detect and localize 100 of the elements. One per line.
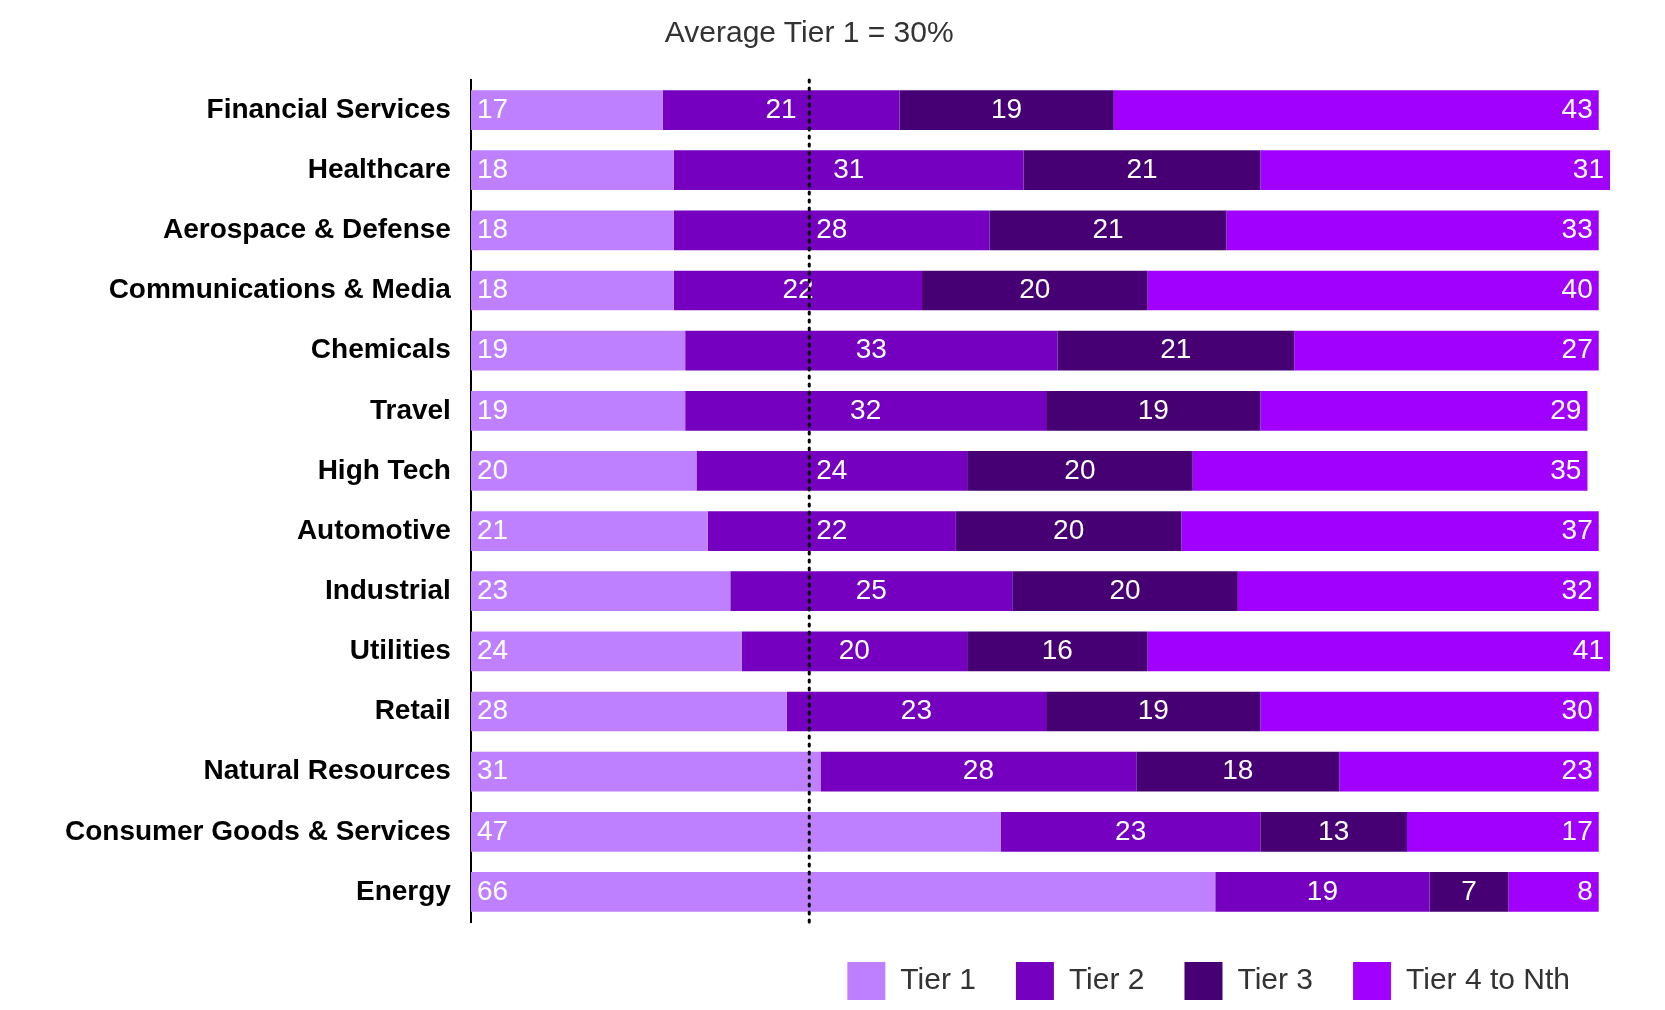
legend-label: Tier 1 [900,962,976,996]
bar [470,631,742,672]
bar [470,451,697,491]
bar [1113,90,1599,130]
y-tick-label: Automotive [296,513,451,545]
bar [470,751,821,792]
bar [955,511,1182,551]
data-label: 20 [1064,453,1096,485]
data-label: 31 [1572,152,1604,184]
y-tick-label: Energy [355,874,452,906]
bar [1237,571,1599,612]
bar [1057,330,1295,371]
bar [1023,150,1261,191]
bar [1406,811,1599,852]
bar [1508,872,1599,912]
data-label: 20 [838,634,870,666]
y-tick-label: Communications & Media [108,273,452,305]
y-tick-label: Utilities [349,634,451,666]
data-label: 23 [1561,754,1593,786]
data-label: 66 [476,874,509,906]
data-label: 31 [833,152,865,184]
legend-label: Tier 2 [1068,962,1145,996]
bar [1046,691,1261,732]
bar [707,511,956,551]
data-label: 19 [1137,393,1169,425]
data-label: 23 [1115,814,1147,846]
bar [470,872,1216,912]
ref-line-label: Average Tier 1 = 30% [664,15,954,49]
data-label: 47 [476,814,509,846]
bar [685,330,1058,371]
bar [1046,390,1261,431]
bar [470,511,708,551]
data-label: 43 [1561,92,1593,124]
bar [1260,390,1588,431]
data-label: 40 [1561,273,1593,305]
data-label: 24 [816,453,848,485]
data-label: 24 [476,634,509,666]
y-tick-label: Healthcare [307,152,451,184]
data-label: 20 [1019,273,1051,305]
bar [820,751,1137,792]
data-label: 16 [1041,634,1073,666]
data-label: 32 [1561,573,1593,605]
y-tick-label: Chemicals [310,333,451,365]
bar [1429,872,1509,912]
data-label: 18 [476,213,509,245]
bar [741,631,968,672]
bar [470,390,686,431]
bar [1260,811,1407,852]
bar [470,571,731,612]
data-label: 18 [1222,754,1254,786]
y-tick-label: Travel [369,393,451,425]
data-label: 33 [1561,213,1593,245]
data-label: 20 [476,453,509,485]
data-label: 27 [1561,333,1593,365]
bar [470,150,674,191]
bar [1181,511,1599,551]
data-label: 19 [1137,694,1169,726]
data-label: 21 [1160,333,1192,365]
bar [1136,751,1340,792]
legend-label: Tier 4 to Nth [1406,962,1571,996]
y-tick-label: Consumer Goods & Services [65,814,451,846]
bar [1294,330,1599,371]
data-label: 19 [476,333,509,365]
data-label: 25 [855,573,887,605]
bar [696,451,968,491]
data-label: 28 [476,694,509,726]
data-label: 23 [900,694,932,726]
y-tick-label: Retail [374,694,451,726]
bar [899,90,1114,130]
y-tick-label: High Tech [317,453,451,485]
y-tick-label: Industrial [324,573,451,605]
data-label: 30 [1561,694,1593,726]
bar [662,90,900,130]
data-label: 37 [1561,513,1593,545]
bar [1339,751,1599,792]
data-label: 29 [1550,393,1582,425]
bar [1260,691,1599,732]
data-label: 21 [1092,213,1124,245]
y-tick-label: Financial Services [206,92,451,124]
bar [1192,451,1588,491]
legend-label: Tier 3 [1237,962,1314,996]
data-label: 19 [991,92,1023,124]
bar [1012,571,1238,612]
data-label: 28 [962,754,994,786]
data-label: 8 [1577,874,1593,906]
data-label: 21 [476,513,509,545]
bar [673,270,923,311]
data-label: 18 [476,273,509,305]
data-label: 17 [476,92,509,124]
bar [685,390,1047,431]
data-label: 20 [1109,573,1141,605]
bar [470,811,1001,852]
data-label: 35 [1550,453,1582,485]
bar [1147,270,1599,311]
bar [989,210,1227,251]
bar [967,631,1148,672]
bar [470,210,674,251]
bar [922,270,1148,311]
data-label: 19 [1306,874,1338,906]
bar [730,571,1013,612]
